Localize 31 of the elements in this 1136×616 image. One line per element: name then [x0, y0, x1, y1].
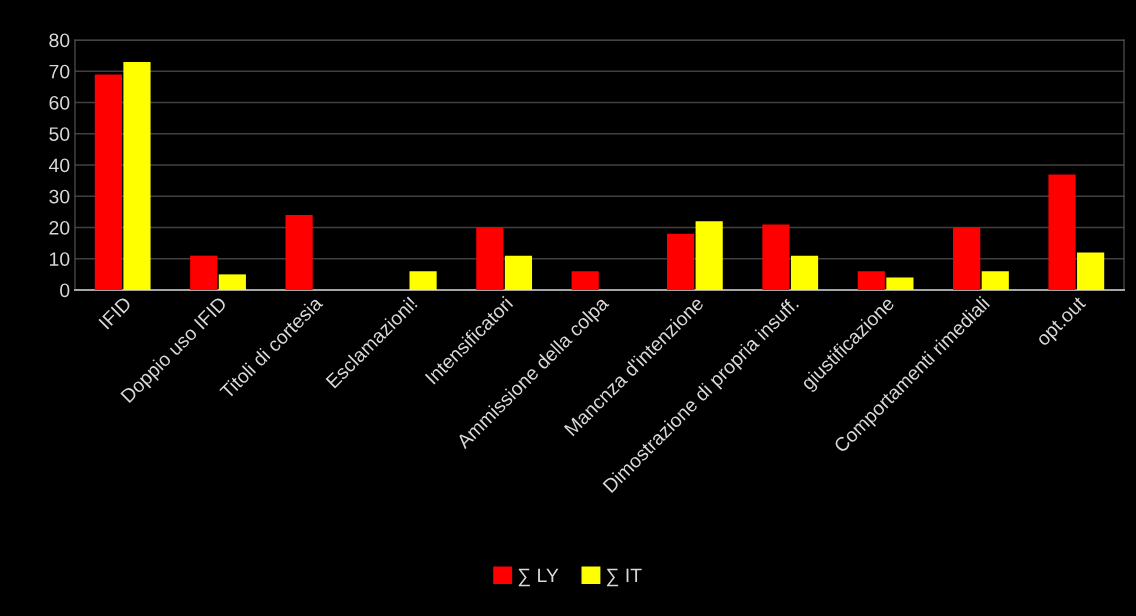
bar — [285, 215, 313, 290]
bar — [695, 221, 723, 290]
bar — [504, 255, 533, 290]
bar — [190, 255, 218, 290]
y-tick-label: 30 — [49, 189, 70, 204]
y-tick-label: 80 — [49, 33, 70, 48]
bar — [409, 271, 437, 290]
y-tick-label: 50 — [49, 127, 70, 141]
y-tick-label: 0 — [60, 283, 70, 298]
legend-label: ∑ LY — [518, 568, 559, 587]
y-tick-label: 60 — [49, 95, 70, 110]
bar — [666, 233, 695, 290]
bar — [762, 224, 790, 290]
y-tick-label: 40 — [48, 158, 70, 173]
bar — [94, 74, 122, 290]
bar — [1048, 174, 1076, 290]
y-tick-label: 10 — [50, 252, 70, 266]
y-tick-label: 20 — [49, 220, 70, 235]
y-tick-label: 70 — [49, 64, 70, 79]
bar — [981, 271, 1009, 290]
bar — [218, 274, 246, 290]
bar — [571, 271, 599, 290]
x-tick-label: IFID — [98, 296, 132, 330]
bar — [123, 61, 151, 290]
legend-label: ∑ IT — [607, 568, 642, 587]
bar — [476, 227, 504, 290]
bar — [857, 271, 885, 290]
bar — [953, 227, 981, 290]
bar — [1077, 252, 1105, 290]
bar — [790, 255, 819, 290]
bar — [886, 277, 914, 290]
